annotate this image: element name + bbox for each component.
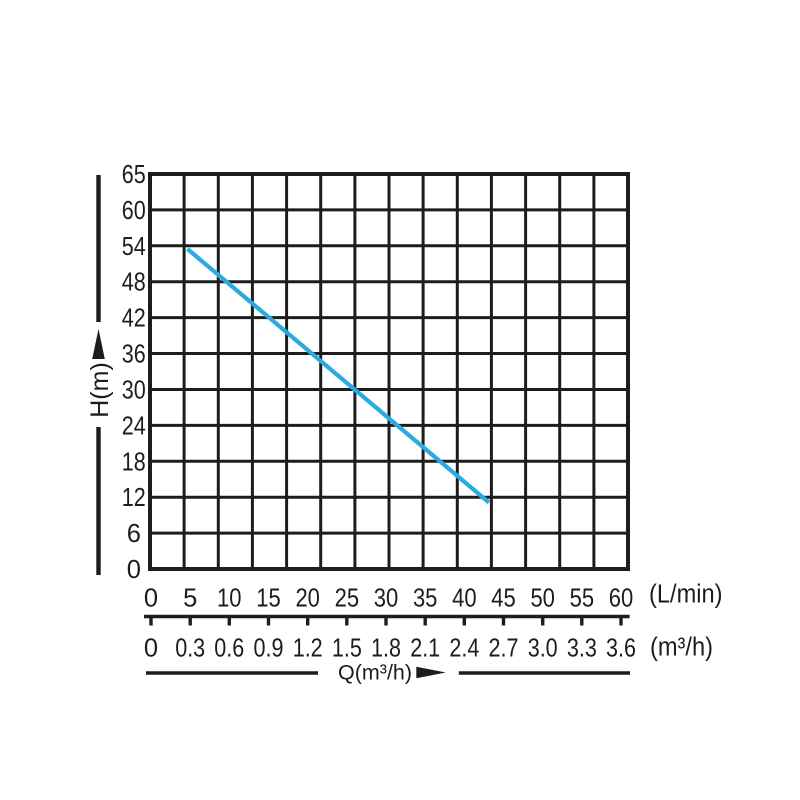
svg-text:0.3: 0.3 bbox=[175, 635, 205, 663]
svg-text:54: 54 bbox=[122, 233, 146, 261]
svg-text:H(m): H(m) bbox=[86, 362, 114, 418]
svg-text:2.7: 2.7 bbox=[489, 635, 519, 663]
svg-text:18: 18 bbox=[122, 448, 146, 476]
svg-text:25: 25 bbox=[335, 585, 360, 613]
svg-text:3.0: 3.0 bbox=[528, 635, 558, 663]
svg-text:60: 60 bbox=[609, 585, 634, 613]
svg-text:6: 6 bbox=[127, 520, 141, 548]
svg-text:0: 0 bbox=[144, 635, 158, 663]
svg-text:30: 30 bbox=[122, 377, 146, 405]
svg-text:36: 36 bbox=[122, 341, 146, 369]
svg-text:42: 42 bbox=[122, 305, 146, 333]
svg-text:60: 60 bbox=[122, 197, 146, 225]
svg-text:3.6: 3.6 bbox=[606, 635, 636, 663]
svg-text:(m³/h): (m³/h) bbox=[650, 634, 713, 662]
svg-text:50: 50 bbox=[530, 585, 555, 613]
svg-text:10: 10 bbox=[217, 585, 242, 613]
svg-text:(L/min): (L/min) bbox=[649, 581, 723, 609]
svg-text:0.9: 0.9 bbox=[254, 635, 284, 663]
svg-text:0.6: 0.6 bbox=[214, 635, 244, 663]
svg-text:2.4: 2.4 bbox=[449, 635, 479, 663]
svg-text:0: 0 bbox=[144, 585, 158, 613]
svg-text:5: 5 bbox=[183, 585, 197, 613]
svg-text:55: 55 bbox=[570, 585, 595, 613]
svg-text:1.8: 1.8 bbox=[371, 635, 401, 663]
svg-text:20: 20 bbox=[295, 585, 320, 613]
svg-text:30: 30 bbox=[374, 585, 399, 613]
svg-text:15: 15 bbox=[256, 585, 281, 613]
svg-text:3.3: 3.3 bbox=[567, 635, 597, 663]
svg-text:35: 35 bbox=[413, 585, 438, 613]
svg-text:24: 24 bbox=[122, 412, 146, 440]
svg-text:1.2: 1.2 bbox=[293, 635, 323, 663]
svg-text:1.5: 1.5 bbox=[332, 635, 362, 663]
svg-text:48: 48 bbox=[122, 269, 146, 297]
svg-text:2.1: 2.1 bbox=[410, 635, 440, 663]
svg-text:40: 40 bbox=[452, 585, 477, 613]
svg-text:65: 65 bbox=[122, 161, 146, 189]
svg-text:12: 12 bbox=[122, 484, 146, 512]
svg-text:Q(m³/h): Q(m³/h) bbox=[338, 661, 412, 685]
svg-text:45: 45 bbox=[491, 585, 516, 613]
svg-text:0: 0 bbox=[127, 556, 141, 584]
